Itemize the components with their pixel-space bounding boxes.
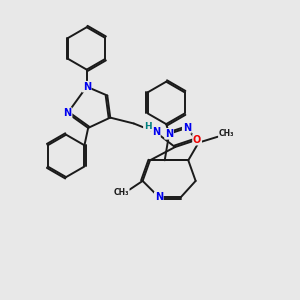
- Text: N: N: [82, 82, 91, 92]
- Text: N: N: [183, 123, 191, 133]
- Text: CH₃: CH₃: [219, 129, 234, 138]
- Text: N: N: [165, 129, 173, 139]
- Text: O: O: [193, 135, 201, 145]
- Text: N: N: [64, 108, 72, 118]
- Text: N: N: [155, 192, 163, 202]
- Text: N: N: [152, 127, 160, 137]
- Text: H: H: [144, 122, 152, 131]
- Text: CH₃: CH₃: [113, 188, 129, 197]
